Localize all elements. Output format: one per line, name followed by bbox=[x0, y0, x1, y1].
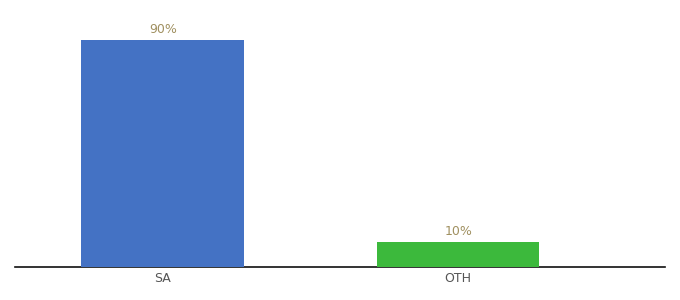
Text: 10%: 10% bbox=[444, 225, 472, 238]
Bar bbox=[377, 242, 539, 267]
Bar bbox=[82, 40, 244, 267]
Text: 90%: 90% bbox=[149, 23, 177, 36]
